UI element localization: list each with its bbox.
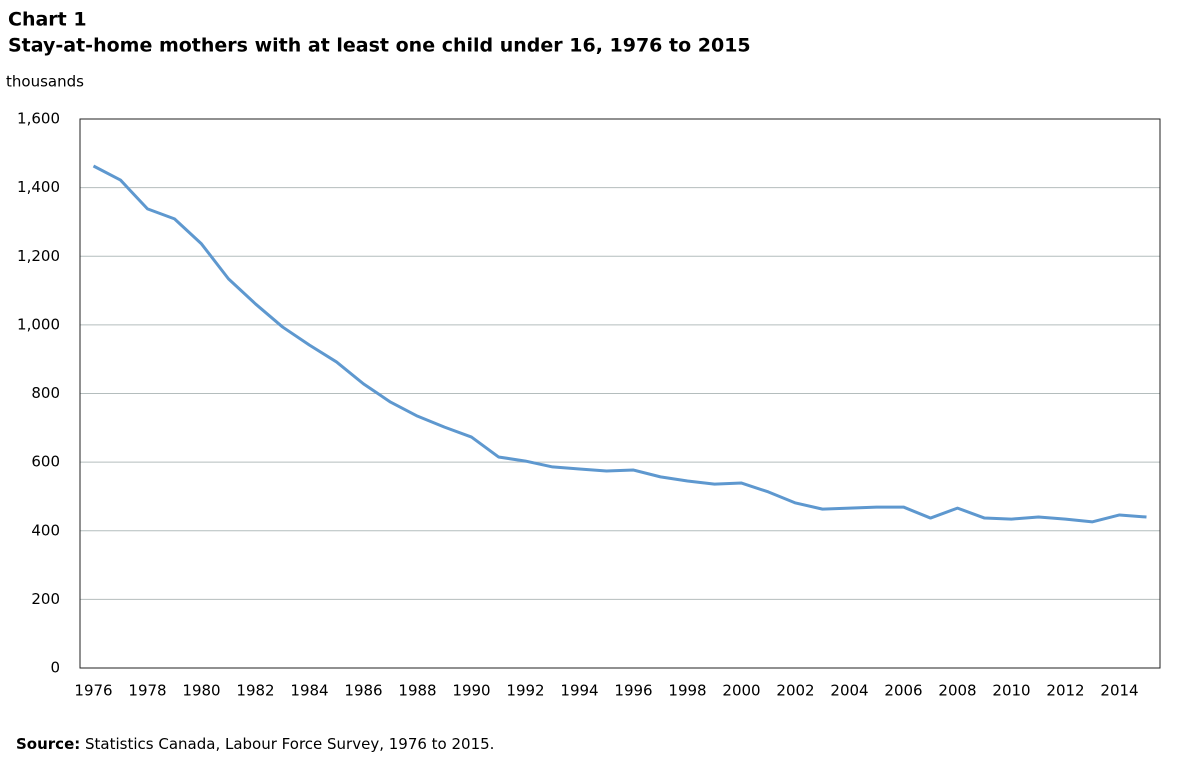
x-tick-label: 1982 (236, 682, 274, 700)
source-text: Statistics Canada, Labour Force Survey, … (85, 735, 494, 753)
y-tick-label: 1,000 (17, 315, 60, 333)
y-tick-label: 800 (31, 384, 60, 402)
x-tick-label: 1976 (74, 682, 112, 700)
y-tick-label: 0 (50, 659, 60, 677)
x-tick-label: 1994 (560, 682, 598, 700)
x-tick-label: 1998 (668, 682, 706, 700)
y-tick-label: 400 (31, 521, 60, 539)
source-label: Source: (16, 735, 80, 753)
x-tick-label: 1992 (506, 682, 544, 700)
x-tick-label: 1984 (290, 682, 328, 700)
y-tick-label: 1,200 (17, 247, 60, 265)
x-tick-label: 2006 (884, 682, 922, 700)
x-tick-label: 1980 (182, 682, 220, 700)
x-tick-label: 2000 (722, 682, 760, 700)
x-tick-label: 2010 (992, 682, 1030, 700)
y-tick-label: 200 (31, 590, 60, 608)
x-tick-label: 1986 (344, 682, 382, 700)
data-line (92, 164, 1147, 524)
y-tick-label: 1,400 (17, 178, 60, 196)
chart-subtitle: Stay-at-home mothers with at least one c… (8, 35, 751, 57)
chart-title: Chart 1 (8, 9, 87, 31)
x-tick-label: 1996 (614, 682, 652, 700)
x-tick-label: 1988 (398, 682, 436, 700)
x-tick-label: 2008 (938, 682, 976, 700)
plot-border (79, 118, 1161, 669)
source: Source: Statistics Canada, Labour Force … (16, 735, 494, 753)
x-tick-label: 2004 (830, 682, 868, 700)
y-tick-label: 600 (31, 453, 60, 471)
x-tick-label: 1990 (452, 682, 490, 700)
x-tick-label: 2014 (1100, 682, 1138, 700)
y-tick-label: 1,600 (17, 110, 60, 128)
x-tick-label: 1978 (128, 682, 166, 700)
y-axis-label: thousands (6, 73, 84, 91)
x-tick-label: 2002 (776, 682, 814, 700)
x-tick-label: 2012 (1046, 682, 1084, 700)
